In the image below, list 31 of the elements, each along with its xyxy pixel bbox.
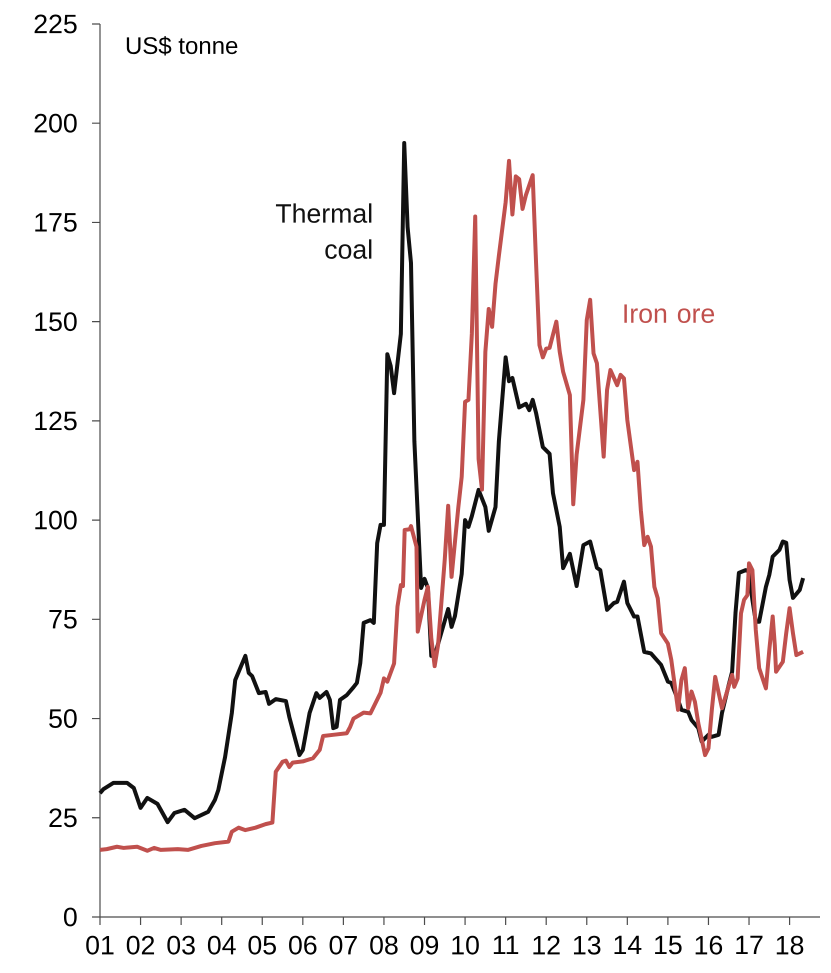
x-tick-label: 14	[614, 936, 642, 954]
x-tick-label: 12	[533, 936, 560, 954]
y-tick-label: 0	[64, 908, 77, 926]
x-tick-label: 02	[126, 936, 154, 955]
x-tick-label: 07	[330, 936, 357, 955]
x-tick-label: 16	[696, 936, 722, 955]
x-tick-label: 10	[452, 936, 479, 955]
x-tick-label: 01	[86, 936, 114, 955]
x-tick-label: 09	[410, 936, 438, 955]
y-axis-title: US$ tonne	[126, 36, 238, 56]
x-tick-label: 08	[370, 936, 398, 955]
y-tick-label: 75	[49, 610, 77, 629]
x-tick-label: 18	[776, 936, 804, 955]
y-tick-label: 125	[35, 411, 77, 430]
x-tick-label: 17	[736, 936, 763, 954]
x-tick-label: 03	[167, 936, 195, 955]
x-tick-label: 15	[655, 936, 682, 954]
x-tick-label: 06	[289, 936, 316, 955]
x-tick-label: 13	[574, 936, 600, 955]
y-tick-label: 225	[34, 14, 77, 34]
x-tick-label: 11	[494, 936, 518, 954]
series-label: Thermal coal	[276, 203, 372, 259]
y-tick-label: 150	[35, 312, 77, 332]
x-tick-label: 04	[208, 936, 236, 955]
y-tick-label: 25	[49, 808, 77, 828]
y-tick-label: 50	[49, 709, 77, 728]
y-tick-label: 175	[35, 213, 77, 232]
y-tick-label: 100	[35, 510, 77, 530]
series-label: Iron ore	[624, 304, 714, 324]
y-tick-label: 200	[34, 114, 77, 133]
x-tick-label: 05	[248, 936, 276, 955]
